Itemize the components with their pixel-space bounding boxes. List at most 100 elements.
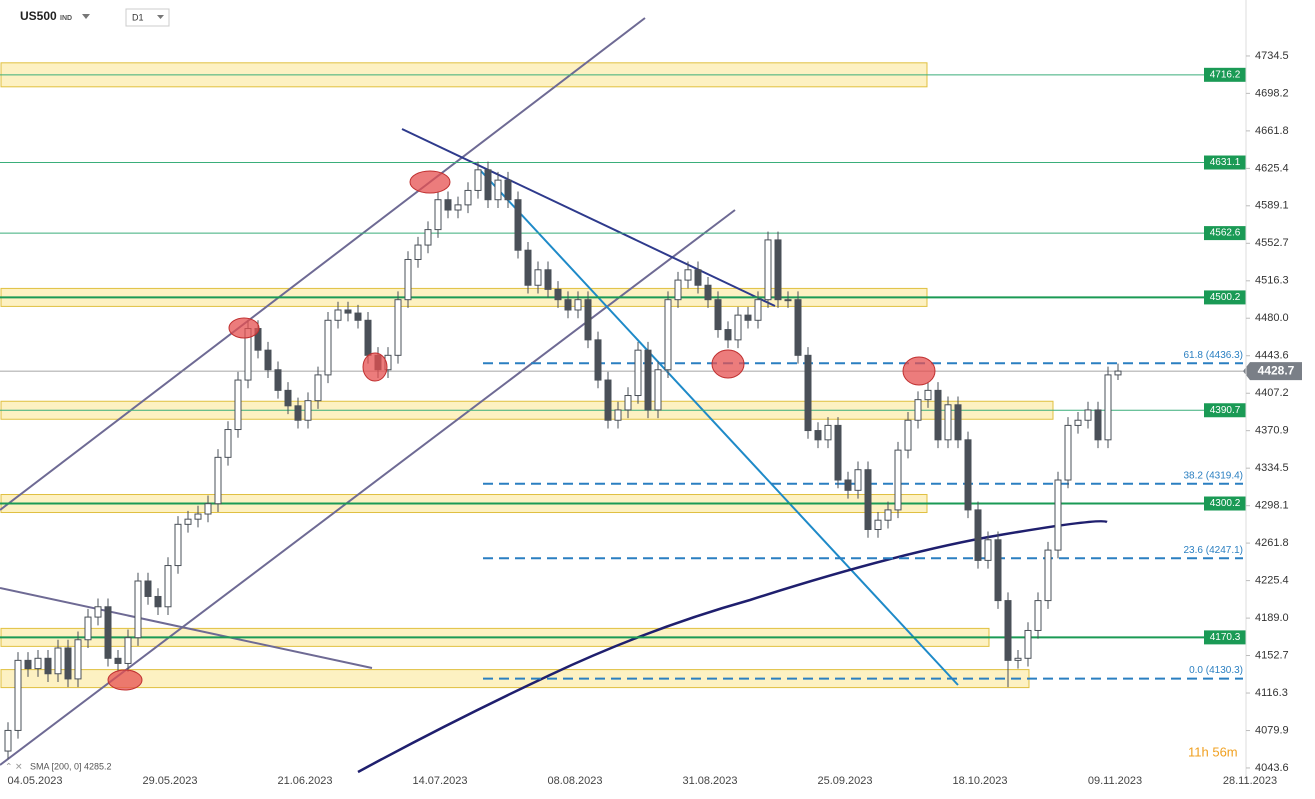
trendline xyxy=(479,169,959,686)
y-tick-label: 4516.3 xyxy=(1255,275,1289,287)
candle-body xyxy=(904,419,912,451)
trendline xyxy=(401,128,776,307)
candle-body xyxy=(524,249,532,286)
close-indicator[interactable]: ⌃ ✕ xyxy=(5,761,23,771)
y-tick-label: 4698.2 xyxy=(1255,87,1289,99)
candle-body xyxy=(734,314,742,341)
candle-body xyxy=(954,404,962,441)
candle-body xyxy=(444,199,452,211)
level-label: 4300.2 xyxy=(1210,498,1241,509)
candle-body xyxy=(124,637,132,664)
y-axis: 4734.5 4698.2 4661.8 4625.4 4589.1 4552.7 4516… xyxy=(1245,0,1289,780)
level-tag xyxy=(1204,496,1246,511)
candle-body xyxy=(34,657,42,670)
candle-body xyxy=(134,580,142,639)
candle-body xyxy=(354,312,362,321)
candle-body xyxy=(564,299,572,311)
highlight xyxy=(711,349,745,379)
candle-body xyxy=(1114,370,1122,376)
trendlines xyxy=(0,17,1108,774)
candle-body xyxy=(214,456,222,505)
candle-body xyxy=(994,539,1002,602)
y-tick-label: 4661.8 xyxy=(1255,125,1289,137)
level-label: 4716.2 xyxy=(1210,69,1241,80)
candle-body xyxy=(314,374,322,402)
candle-body xyxy=(784,299,792,302)
candle-body xyxy=(454,204,462,211)
y-tick-label: 4734.5 xyxy=(1255,50,1289,62)
fib-label: 38.2 (4319.4) xyxy=(1184,470,1244,481)
candle-body xyxy=(804,354,812,432)
x-axis: 04.05.2023 29.05.2023 21.06.2023 14.07.2023… xyxy=(7,775,1277,787)
symbol-dropdown[interactable] xyxy=(82,14,90,19)
candle-body xyxy=(874,519,882,530)
symbol: US500 xyxy=(20,9,57,23)
candle-body xyxy=(824,424,832,441)
candle-body xyxy=(404,258,412,301)
candles xyxy=(4,161,1122,760)
y-tick-label: 4443.6 xyxy=(1255,350,1289,362)
candle-body xyxy=(924,389,932,401)
candle-body xyxy=(494,179,502,201)
x-tick-label: 28.11.2023 xyxy=(1223,775,1277,787)
y-tick-label: 4079.9 xyxy=(1255,724,1289,736)
y-tick-label: 4407.2 xyxy=(1255,387,1289,399)
trendline xyxy=(0,587,373,669)
candle-body xyxy=(234,379,242,431)
candle-body xyxy=(1034,600,1042,631)
candle-body xyxy=(54,647,62,675)
candle-body xyxy=(1014,657,1022,661)
x-tick-label: 08.08.2023 xyxy=(547,775,602,787)
candle-body xyxy=(114,657,122,664)
candle-body xyxy=(164,565,172,608)
indicator-label: SMA [200, 0] 4285.2 xyxy=(30,761,112,771)
y-tick-label: 4116.3 xyxy=(1255,687,1288,699)
zones xyxy=(0,62,1054,689)
candle-body xyxy=(44,657,52,675)
candle-body xyxy=(154,595,162,608)
candle-body xyxy=(194,513,202,520)
candle-body xyxy=(144,580,152,597)
candle-body xyxy=(794,299,802,356)
candle-body xyxy=(884,509,892,521)
last-price-tag xyxy=(1243,362,1302,381)
timeframe-select[interactable] xyxy=(125,8,170,27)
highlight xyxy=(107,669,143,691)
candle-body xyxy=(944,404,952,441)
candle-body xyxy=(324,319,332,376)
level-label: 4500.2 xyxy=(1210,292,1241,303)
candle-body xyxy=(624,395,632,411)
candle-body xyxy=(284,389,292,407)
candle-body xyxy=(724,329,732,341)
candle-body xyxy=(984,539,992,561)
candle-body xyxy=(1074,419,1082,426)
candle-body xyxy=(14,659,22,731)
candle-body xyxy=(764,239,772,301)
candle-body xyxy=(644,349,652,411)
candle-body xyxy=(1094,409,1102,441)
level-tag xyxy=(1204,226,1246,241)
candle-body xyxy=(334,309,342,321)
market: IND xyxy=(60,15,72,22)
candle-body xyxy=(834,424,842,481)
y-tick-label: 4480.0 xyxy=(1255,312,1289,324)
candle-body xyxy=(754,299,762,321)
candle-body xyxy=(694,269,702,286)
x-tick-label: 31.08.2023 xyxy=(682,775,737,787)
candle-body xyxy=(184,518,192,525)
level-tag xyxy=(1204,630,1246,645)
y-tick-label: 4261.8 xyxy=(1255,537,1289,549)
candle-body xyxy=(664,299,672,371)
candle-body xyxy=(604,379,612,421)
candle-body xyxy=(704,284,712,301)
candle-body xyxy=(964,439,972,511)
candle-body xyxy=(304,400,312,421)
candle-body xyxy=(634,349,642,397)
trendline xyxy=(0,17,646,511)
candle-body xyxy=(394,299,402,356)
y-tick-label: 4043.6 xyxy=(1255,762,1289,774)
x-tick-label: 09.11.2023 xyxy=(1088,775,1142,787)
candle-body xyxy=(674,279,682,301)
